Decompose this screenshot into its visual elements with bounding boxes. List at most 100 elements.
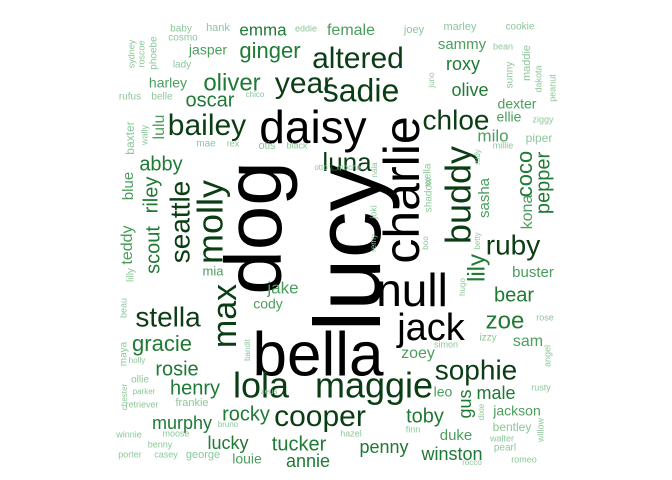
word-louie: louie [232,451,262,467]
word-otto: otto [314,163,328,172]
word-olive: olive [451,80,488,100]
word-porter: porter [118,449,142,459]
word-chester: chester [120,384,129,411]
word-chico: chico [246,90,265,99]
word-null: null [376,264,448,316]
word-oliver: oliver [203,69,260,96]
word-sadie: sadie [323,72,400,108]
word-hazel: hazel [340,428,362,438]
word-daisy: daisy [259,101,366,153]
word-dixie: dixie [477,403,486,420]
word-sophie: sophie [435,354,518,385]
word-parker: parker [133,387,156,396]
word-cosmo: cosmo [168,33,198,44]
word-belle: belle [151,92,173,103]
word-rocco: rocco [462,458,482,467]
word-rocky: rocky [222,403,270,425]
word-remy: remy [369,234,378,252]
word-maddie: maddie [521,45,533,81]
word-hank: hank [206,22,230,34]
word-izzy: izzy [479,333,496,344]
word-peanut: peanut [547,74,557,102]
word-dexter: dexter [498,96,537,112]
word-otis: otis [258,140,276,152]
word-phoebe: phoebe [149,36,160,70]
word-leo: leo [434,384,453,400]
word-pearl: pearl [494,443,516,454]
word-bandit: bandit [243,338,252,361]
word-lucky: lucky [207,433,248,453]
word-female: female [327,22,375,39]
word-baxter: baxter [123,121,137,154]
word-bailey: bailey [168,109,246,142]
word-casey: casey [154,449,178,459]
word-buster: buster [512,264,554,281]
word-sunny: sunny [505,62,516,89]
word-bentley: bentley [493,420,532,434]
word-frankie: frankie [175,397,208,409]
word-millie: millie [493,140,514,150]
word-betty: betty [473,232,482,249]
word-winston: winston [420,444,482,464]
word-romeo: romeo [511,454,537,464]
word-buddy: buddy [438,146,479,244]
word-shadow: shadow [424,177,435,212]
word-cookie: cookie [506,22,535,33]
word-lady: lady [173,60,191,71]
word-bruno: bruno [218,420,239,429]
word-zeus: zeus [261,387,278,396]
word-tucker: tucker [272,433,327,455]
word-emma: emma [239,20,287,39]
word-seattle: seattle [164,181,195,264]
word-hugo: hugo [458,278,467,296]
word-finn: finn [406,424,421,434]
word-cooper: cooper [274,400,366,433]
word-kona: kona [519,195,536,230]
word-duke: duke [440,427,473,444]
word-joki: joki [368,205,378,220]
word-gracie: gracie [132,331,192,356]
word-rusty: rusty [531,382,551,392]
word-ginger: ginger [239,38,300,63]
word-teddy: teddy [119,225,136,264]
word-toby: toby [406,405,444,427]
word-oscar: oscar [186,89,235,111]
word-dakota: dakota [533,65,543,92]
word-jake: jake [266,278,298,297]
word-holly: holly [129,356,145,365]
word-ziggy: ziggy [532,114,554,124]
word-ellie: ellie [497,109,522,125]
word-charlie: charlie [374,116,430,263]
word-winnie: winnie [115,429,142,439]
word-moose: moose [162,428,189,438]
word-maya: maya [119,341,130,366]
word-zoey: zoey [401,345,435,362]
word-penny: penny [359,437,408,457]
word-max: max [206,284,244,348]
word-lucy: lucy [295,164,400,331]
word-maggie: maggie [315,365,433,406]
word-benny: benny [148,439,173,449]
word-roxy: roxy [446,54,480,74]
word-rex: rex [227,138,240,148]
word-riley: riley [140,177,162,214]
word-male: male [476,383,515,403]
word-rose: rose [536,312,554,322]
word-rudy: rudy [473,149,482,165]
word-ruby: ruby [486,229,540,260]
word-scout: scout [142,226,164,274]
word-mocha: mocha [337,163,362,172]
word-altered: altered [312,42,404,75]
word-black: black [286,140,308,150]
word-retriever: retriever [125,399,158,409]
word-blue: blue [120,172,137,200]
word-bear: bear [494,284,534,306]
word-annie: annie [286,451,330,471]
word-bean: bean [493,41,513,51]
word-beau: beau [118,298,128,318]
word-sammy: sammy [438,36,487,53]
word-boo: boo [421,236,430,250]
word-angel: angel [542,345,552,367]
word-sasha: sasha [476,177,493,218]
